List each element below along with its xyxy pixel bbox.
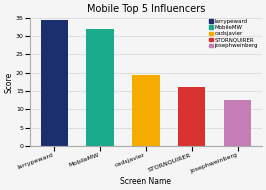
Title: Mobile Top 5 Influencers: Mobile Top 5 Influencers — [87, 4, 205, 14]
Legend: larrypeward, MobileMW, cadsjavier, STORNQUIRER, josephweinberg: larrypeward, MobileMW, cadsjavier, STORN… — [208, 18, 259, 50]
Bar — [132, 74, 160, 146]
Bar — [224, 100, 251, 146]
Bar — [41, 20, 68, 146]
Y-axis label: Score: Score — [4, 71, 13, 93]
Bar — [86, 29, 114, 146]
Bar — [178, 87, 206, 146]
X-axis label: Screen Name: Screen Name — [120, 177, 172, 186]
